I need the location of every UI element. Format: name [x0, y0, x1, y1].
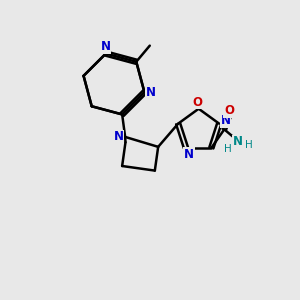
- Text: H: H: [245, 140, 253, 150]
- Text: N: N: [184, 148, 194, 161]
- Text: H: H: [224, 143, 232, 154]
- Text: O: O: [192, 96, 202, 109]
- Text: N: N: [221, 114, 231, 127]
- Text: N: N: [101, 40, 111, 53]
- Text: N: N: [233, 135, 243, 148]
- Text: N: N: [146, 86, 156, 99]
- Text: O: O: [224, 104, 234, 117]
- Text: N: N: [114, 130, 124, 143]
